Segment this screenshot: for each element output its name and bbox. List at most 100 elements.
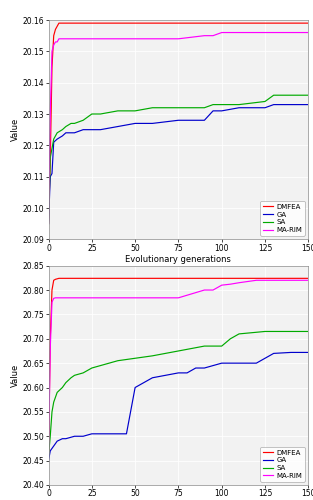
MA-RIM xyxy=(54,295,57,301)
SA xyxy=(107,360,111,366)
MA-RIM xyxy=(220,30,223,36)
GA xyxy=(125,431,128,437)
DMFEA xyxy=(57,276,61,281)
SA xyxy=(69,120,73,126)
MA-RIM xyxy=(57,295,61,301)
GA xyxy=(81,126,85,132)
MA-RIM xyxy=(54,39,57,45)
GA xyxy=(50,446,54,452)
MA-RIM xyxy=(57,36,61,42)
SA xyxy=(90,111,94,117)
Line: MA-RIM: MA-RIM xyxy=(49,32,308,224)
SA xyxy=(151,353,154,359)
MA-RIM xyxy=(59,36,63,42)
GA xyxy=(272,102,275,107)
SA xyxy=(306,328,310,334)
SA xyxy=(133,108,137,114)
DMFEA xyxy=(59,20,63,26)
DMFEA xyxy=(57,20,61,26)
SA xyxy=(47,220,50,226)
SA xyxy=(73,372,76,378)
GA xyxy=(151,120,154,126)
Y-axis label: Value: Value xyxy=(11,364,20,387)
GA xyxy=(52,139,56,145)
DMFEA xyxy=(49,336,52,342)
SA xyxy=(81,370,85,376)
GA xyxy=(49,448,52,454)
MA-RIM xyxy=(47,453,50,459)
MA-RIM xyxy=(64,36,68,42)
MA-RIM xyxy=(133,36,137,42)
MA-RIM xyxy=(52,42,56,48)
SA xyxy=(263,98,267,104)
SA xyxy=(237,331,241,337)
SA xyxy=(47,453,50,459)
SA xyxy=(55,390,59,396)
SA xyxy=(99,362,102,368)
SA xyxy=(133,356,137,362)
DMFEA xyxy=(306,276,310,281)
SA xyxy=(50,146,54,152)
DMFEA xyxy=(50,64,54,70)
DMFEA xyxy=(59,276,63,281)
Legend: DMFEA, GA, SA, MA-RIM: DMFEA, GA, SA, MA-RIM xyxy=(260,447,305,482)
Line: MA-RIM: MA-RIM xyxy=(49,280,308,456)
Line: DMFEA: DMFEA xyxy=(49,23,308,224)
DMFEA xyxy=(64,276,68,281)
SA xyxy=(177,104,180,110)
Line: DMFEA: DMFEA xyxy=(49,278,308,456)
MA-RIM xyxy=(59,295,63,301)
MA-RIM xyxy=(49,346,52,352)
MA-RIM xyxy=(73,295,76,301)
MA-RIM xyxy=(55,39,59,45)
GA xyxy=(133,384,137,390)
MA-RIM xyxy=(133,295,137,301)
MA-RIM xyxy=(263,278,267,283)
DMFEA xyxy=(220,276,223,281)
MA-RIM xyxy=(50,299,54,305)
MA-RIM xyxy=(306,278,310,283)
SA xyxy=(203,104,206,110)
SA xyxy=(220,343,223,349)
DMFEA xyxy=(55,276,59,282)
MA-RIM xyxy=(211,32,215,38)
DMFEA xyxy=(47,220,50,226)
MA-RIM xyxy=(52,296,56,302)
GA xyxy=(55,136,59,142)
SA xyxy=(49,434,52,440)
GA xyxy=(177,118,180,124)
GA xyxy=(220,360,223,366)
MA-RIM xyxy=(47,220,50,226)
MA-RIM xyxy=(60,36,64,42)
SA xyxy=(263,328,267,334)
DMFEA xyxy=(55,24,59,30)
GA xyxy=(254,360,258,366)
MA-RIM xyxy=(50,48,54,54)
GA xyxy=(151,375,154,381)
MA-RIM xyxy=(81,36,85,42)
SA xyxy=(73,120,76,126)
GA xyxy=(116,124,120,130)
SA xyxy=(64,124,68,130)
GA xyxy=(289,350,293,356)
GA xyxy=(237,104,241,110)
DMFEA xyxy=(81,20,85,26)
GA xyxy=(142,380,146,386)
DMFEA xyxy=(81,276,85,281)
SA xyxy=(60,126,64,132)
MA-RIM xyxy=(177,36,180,42)
GA xyxy=(211,108,215,114)
GA xyxy=(263,104,267,110)
GA xyxy=(47,458,50,464)
Y-axis label: Value: Value xyxy=(11,118,20,142)
MA-RIM xyxy=(306,30,310,36)
SA xyxy=(211,343,215,349)
SA xyxy=(64,380,68,386)
GA xyxy=(81,434,85,440)
SA xyxy=(81,118,85,124)
SA xyxy=(306,92,310,98)
GA xyxy=(50,170,54,176)
SA xyxy=(116,108,120,114)
SA xyxy=(116,358,120,364)
GA xyxy=(73,130,76,136)
